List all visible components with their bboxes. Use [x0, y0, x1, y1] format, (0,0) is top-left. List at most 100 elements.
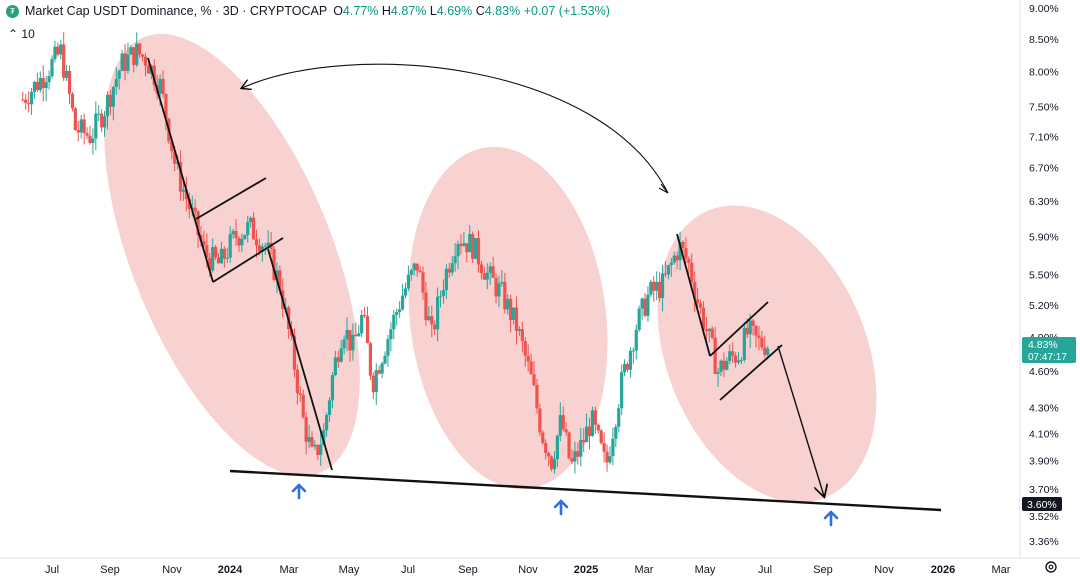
candle-body: [704, 329, 708, 332]
candle-body: [555, 435, 559, 460]
candle-body: [184, 189, 188, 200]
candle-body: [482, 273, 486, 280]
x-tick-label: Sep: [813, 564, 833, 576]
candle-body: [430, 316, 434, 325]
interval-label[interactable]: 3D: [222, 4, 239, 18]
candle-body: [143, 56, 148, 66]
chevron-icon[interactable]: ⌃: [8, 27, 19, 41]
y-axis[interactable]: 9.00% 8.50% 8.00% 7.50% 7.10% 6.70% 6.30% 5.90%…: [1029, 3, 1059, 548]
candle-body: [462, 243, 466, 246]
candle-body: [319, 444, 323, 455]
candle-body: [628, 350, 633, 370]
candle-body: [173, 151, 177, 164]
annotations: [147, 57, 942, 512]
candle-body: [298, 393, 302, 395]
candle-body: [29, 91, 34, 105]
candle-body: [526, 355, 530, 362]
change-value: +0.07 (+1.53%): [523, 4, 610, 18]
candle-body: [260, 246, 264, 252]
candle-body: [725, 360, 729, 370]
candle-body: [205, 245, 209, 258]
candle-body: [473, 237, 478, 259]
candle-body: [266, 242, 270, 246]
candle-body: [722, 360, 726, 370]
candle-body: [506, 298, 510, 310]
close-value: 4.83%: [484, 4, 521, 18]
y-tick-label: 3.90%: [1029, 455, 1059, 467]
candle-body: [325, 414, 329, 431]
candle-body: [310, 437, 314, 447]
candle-body: [395, 311, 399, 315]
candle-body: [362, 314, 367, 317]
candle-body: [79, 119, 83, 133]
x-tick-label: Sep: [100, 564, 120, 576]
candle-body: [295, 369, 299, 394]
candle-body: [438, 295, 443, 297]
x-axis[interactable]: Jul Sep Nov 2024 Mar May Jul Sep Nov 2025 Mar May Ju…: [45, 564, 1011, 576]
y-tick-label: 9.00%: [1029, 3, 1059, 15]
candle-body: [564, 429, 568, 433]
candle-body: [471, 234, 475, 259]
candle-body: [44, 82, 48, 89]
candle-body: [412, 263, 416, 271]
candle-body: [275, 270, 279, 280]
candle-body: [456, 243, 460, 257]
fractal-arc-arrow: [242, 63, 669, 194]
gear-icon[interactable]: [1044, 560, 1058, 574]
support-trendline: [229, 469, 942, 512]
y-tick-label: 7.10%: [1029, 131, 1059, 143]
candle-body: [415, 263, 419, 271]
candle-body: [380, 363, 384, 374]
candle-body: [237, 238, 241, 246]
candle-body: [59, 44, 63, 55]
candle-body: [436, 296, 440, 330]
candle-body: [441, 290, 446, 296]
candle-body: [558, 415, 562, 436]
candle-body: [398, 309, 402, 312]
candle-body: [552, 459, 557, 470]
candle-body: [739, 359, 744, 361]
candle-body: [733, 355, 738, 363]
candle-body: [731, 351, 735, 356]
candle-body: [544, 442, 548, 454]
candle-body: [278, 270, 282, 291]
candle-body: [301, 394, 305, 418]
up-arrow-icon: [291, 483, 307, 500]
candle-body: [123, 53, 127, 71]
candle-body: [82, 119, 86, 134]
candle-body: [479, 264, 484, 274]
candle-body: [760, 337, 764, 348]
candle-body: [453, 256, 457, 264]
x-tick-label: Nov: [874, 564, 894, 576]
candle-body: [728, 351, 732, 361]
candle-body: [681, 241, 685, 249]
candle-body: [132, 47, 136, 65]
indicator-toggle[interactable]: ⌃ 10: [8, 27, 35, 41]
bar-countdown: 07:47:17: [1028, 352, 1067, 363]
candle-body: [567, 432, 571, 459]
up-arrow-icon: [553, 499, 569, 516]
candle-body: [263, 245, 267, 247]
candle-body: [660, 273, 665, 298]
candle-body: [766, 348, 770, 355]
candle-body: [246, 222, 250, 235]
candle-body: [459, 243, 463, 246]
candle-body: [514, 307, 519, 332]
x-tick-label: May: [695, 564, 716, 576]
candle-body: [67, 70, 72, 94]
impulse-leg-1: [267, 248, 333, 471]
y-tick-label: 5.20%: [1029, 300, 1059, 312]
y-tick-label: 3.52%: [1029, 511, 1059, 523]
x-tick-label: 2024: [218, 564, 243, 576]
x-tick-label: May: [339, 564, 360, 576]
candle-body: [327, 400, 332, 415]
candle-body: [570, 458, 574, 462]
symbol-title[interactable]: Market Cap USDT Dominance, %: [25, 4, 212, 18]
candle-body: [47, 76, 51, 83]
candle-body: [585, 426, 589, 443]
candle-body: [377, 370, 381, 374]
candle-body: [579, 439, 583, 457]
candle-body: [249, 217, 253, 223]
candle-body: [111, 87, 115, 107]
